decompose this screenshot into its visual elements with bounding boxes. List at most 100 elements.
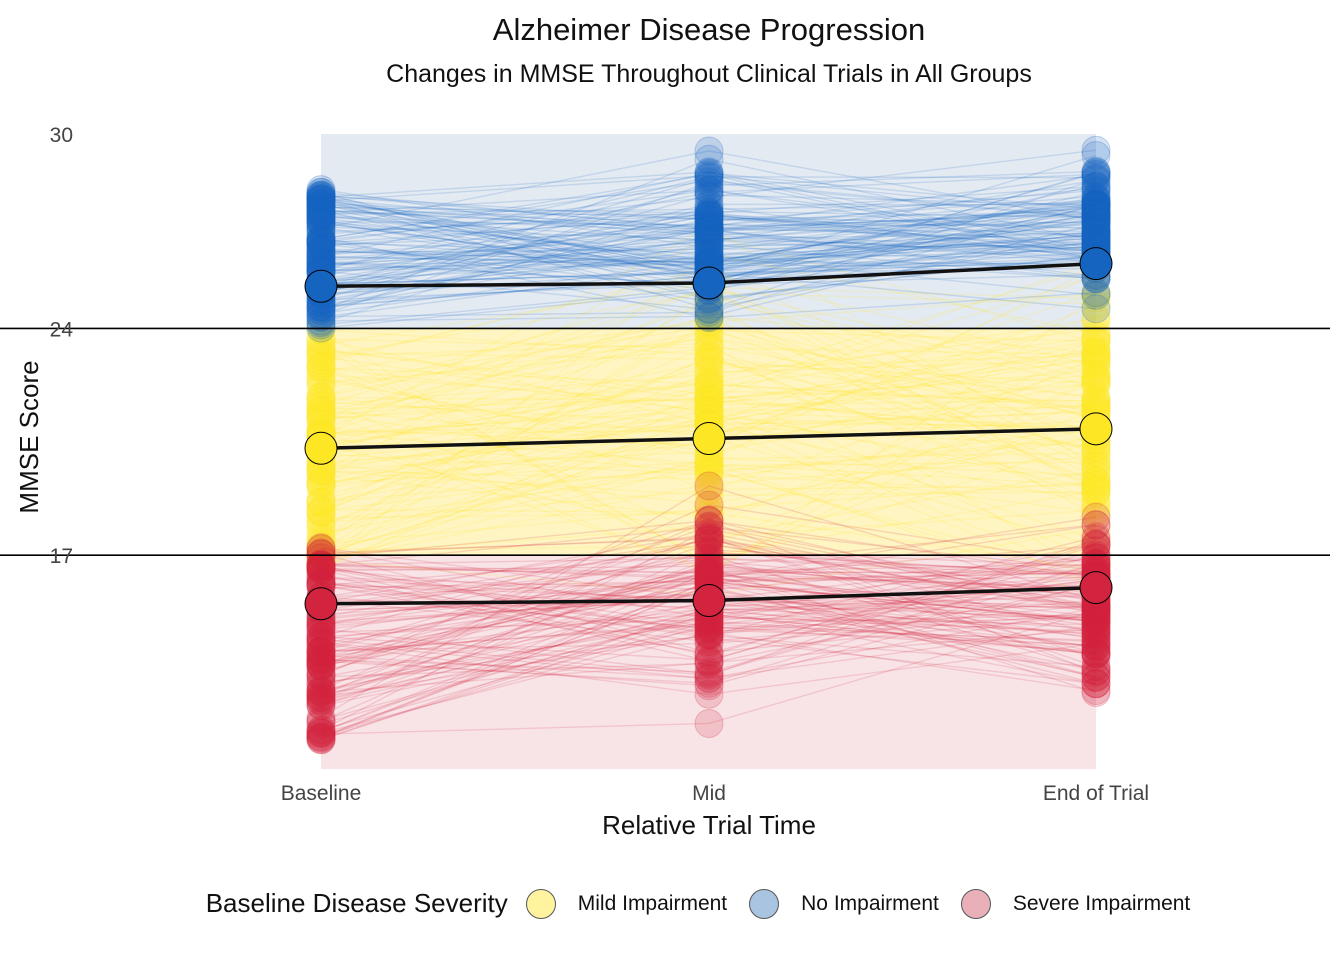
- observation-point: [306, 473, 336, 503]
- observation-point: [306, 645, 336, 675]
- observation-point: [694, 514, 724, 544]
- observation-point: [1081, 639, 1111, 669]
- observation-point: [306, 229, 336, 259]
- trajectory-line: [320, 398, 1097, 569]
- trajectory-line: [320, 335, 1097, 454]
- observation-point: [306, 184, 336, 214]
- observation-point: [1081, 141, 1111, 171]
- observation-point: [306, 644, 336, 674]
- observation-point: [1081, 453, 1111, 483]
- observation-point: [1081, 206, 1111, 236]
- observation-point: [694, 226, 724, 256]
- trajectory-line: [320, 369, 1097, 405]
- observation-point: [306, 722, 336, 752]
- observation-point: [1081, 213, 1111, 243]
- observation-point: [1081, 651, 1111, 681]
- observation-point: [694, 301, 724, 331]
- observation-point: [694, 201, 724, 231]
- trajectory-line: [320, 195, 1097, 287]
- observation-point: [694, 489, 724, 519]
- observation-point: [1081, 372, 1111, 402]
- observation-point: [306, 352, 336, 382]
- observation-point: [1081, 531, 1111, 561]
- observation-point: [306, 677, 336, 707]
- trajectory-line: [320, 576, 1097, 693]
- observation-point: [694, 522, 724, 552]
- observation-point: [306, 536, 336, 566]
- observation-point: [694, 214, 724, 244]
- trajectory-line: [320, 559, 1097, 701]
- observation-point: [694, 646, 724, 676]
- observation-point: [306, 497, 336, 527]
- observation-point: [1081, 531, 1111, 561]
- observation-point: [694, 333, 724, 363]
- observation-point: [694, 548, 724, 578]
- observation-point: [1081, 209, 1111, 239]
- chart-subtitle: Changes in MMSE Throughout Clinical Tria…: [386, 60, 1032, 88]
- observation-point: [694, 369, 724, 399]
- observation-point: [694, 663, 724, 693]
- observation-point: [306, 467, 336, 497]
- observation-point: [306, 662, 336, 692]
- observation-point: [306, 651, 336, 681]
- trajectory-line: [320, 212, 1097, 241]
- observation-point: [694, 207, 724, 237]
- trajectory-line: [320, 461, 1097, 512]
- observation-point: [1081, 198, 1111, 228]
- observation-point: [694, 201, 724, 231]
- observation-point: [306, 508, 336, 538]
- trajectory-line: [320, 303, 1097, 517]
- observation-point: [306, 397, 336, 427]
- trajectory-line: [320, 576, 1097, 641]
- trajectory-line: [320, 240, 1097, 282]
- observation-point: [306, 707, 336, 737]
- trajectory-line: [320, 560, 1097, 611]
- observation-point: [694, 321, 724, 351]
- trajectory-line: [320, 266, 1097, 447]
- trajectory-line: [320, 567, 1097, 636]
- observation-point: [694, 708, 724, 738]
- observation-point: [1081, 217, 1111, 247]
- observation-point: [694, 177, 724, 207]
- observation-point: [306, 690, 336, 720]
- observation-point: [694, 460, 724, 490]
- trajectory-line: [320, 580, 1097, 685]
- observation-point: [694, 221, 724, 251]
- observation-point: [306, 180, 336, 210]
- observation-point: [694, 640, 724, 670]
- observation-point: [1081, 185, 1111, 215]
- observation-point: [694, 366, 724, 396]
- observation-point: [694, 464, 724, 494]
- observation-point: [306, 553, 336, 583]
- trajectory-line: [320, 525, 1097, 667]
- observation-point: [306, 551, 336, 581]
- observation-point: [694, 553, 724, 583]
- observation-point: [1081, 529, 1111, 559]
- observation-point: [306, 315, 336, 345]
- observation-point: [306, 356, 336, 386]
- trajectory-line: [320, 564, 1097, 590]
- observation-point: [306, 373, 336, 403]
- observation-point: [1081, 208, 1111, 238]
- observation-point: [1081, 363, 1111, 393]
- trajectory-line: [320, 426, 1097, 519]
- observation-point: [694, 189, 724, 219]
- observation-point: [306, 724, 336, 754]
- observation-point: [1081, 355, 1111, 385]
- observation-point: [1081, 643, 1111, 673]
- observation-point: [1081, 447, 1111, 477]
- mean-point-no-impairment-2: [1079, 247, 1113, 281]
- trajectory-line: [320, 236, 1097, 319]
- observation-point: [1081, 365, 1111, 395]
- trajectory-line: [320, 409, 1097, 504]
- observation-point: [306, 671, 336, 701]
- observation-point: [694, 379, 724, 409]
- observation-point: [694, 202, 724, 232]
- x-tick-label: Mid: [692, 782, 726, 805]
- observation-point: [306, 195, 336, 225]
- observation-point: [694, 553, 724, 583]
- observation-point: [694, 638, 724, 668]
- observation-point: [306, 512, 336, 542]
- observation-point: [1081, 197, 1111, 227]
- observation-point: [306, 724, 336, 754]
